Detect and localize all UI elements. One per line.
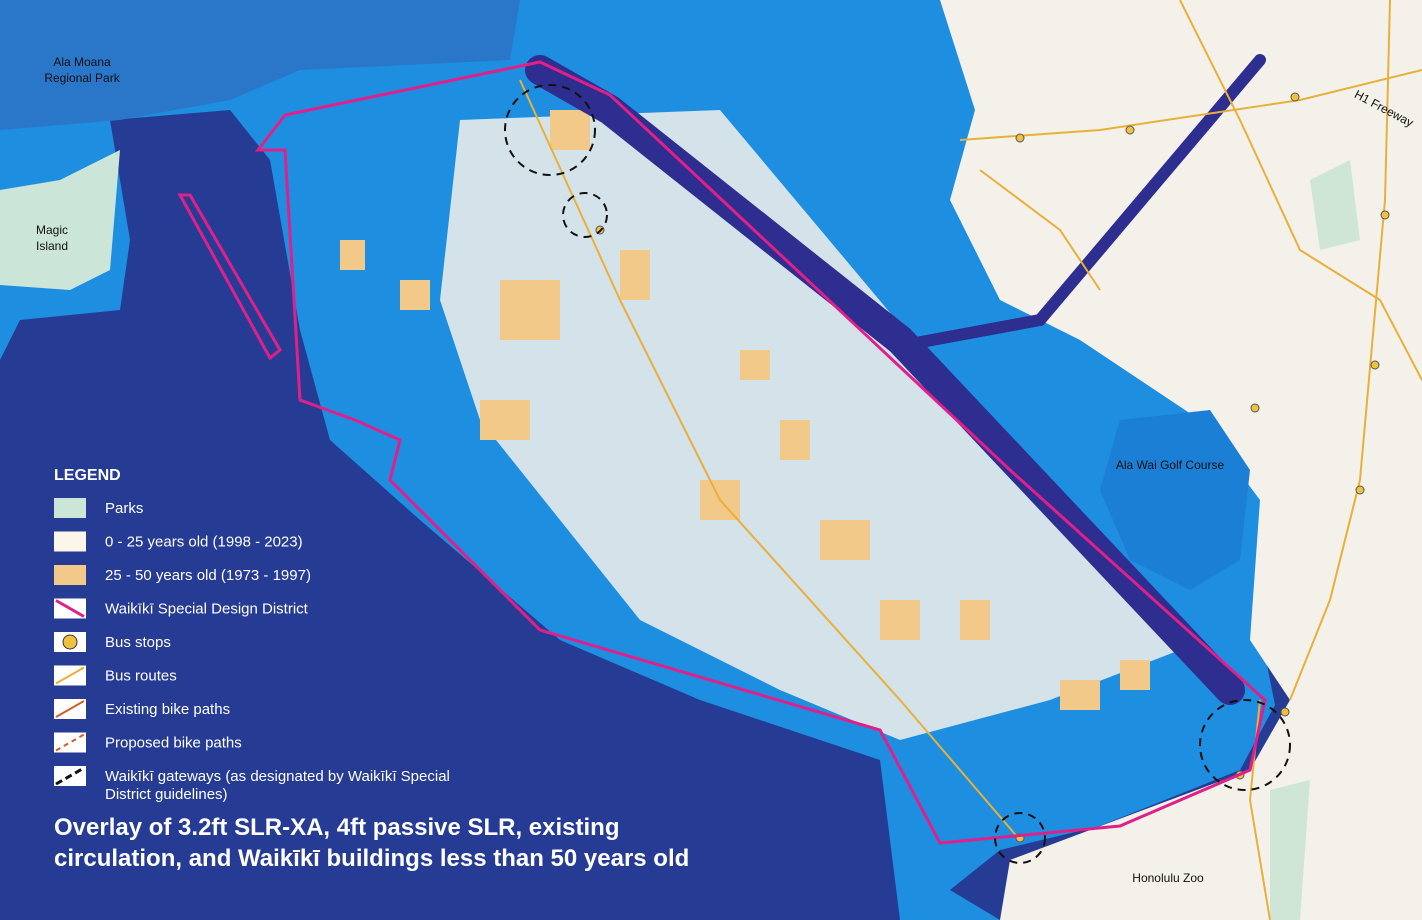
building — [820, 520, 870, 560]
swatch — [54, 732, 86, 753]
legend-item: Proposed bike paths — [54, 732, 242, 753]
legend-item: 0 - 25 years old (1998 - 2023) — [54, 531, 303, 552]
building — [550, 110, 590, 150]
park — [1310, 160, 1360, 250]
swatch — [54, 531, 86, 552]
swatch-line — [55, 599, 85, 618]
gateway — [1199, 699, 1291, 791]
map-label: Magic — [36, 223, 68, 237]
swatch — [54, 498, 86, 518]
golf-course — [1100, 410, 1250, 590]
gateway — [562, 192, 608, 238]
map-label: Island — [36, 239, 68, 253]
map-label: Ala Moana — [53, 55, 111, 69]
legend-item: Existing bike paths — [54, 699, 230, 719]
bus-route — [1179, 0, 1422, 381]
legend-label: Bus routes — [105, 668, 177, 685]
legend-label: Existing bike paths — [105, 701, 230, 718]
building — [480, 400, 530, 440]
legend-title: LEGEND — [54, 467, 121, 484]
bus-routes — [519, 0, 1422, 920]
swatch-line — [55, 766, 85, 786]
district-boundary — [254, 60, 1267, 845]
building — [340, 240, 365, 270]
legend-item: Bus routes — [54, 665, 177, 686]
legend-label: Bus stops — [105, 634, 171, 651]
building — [1120, 660, 1150, 690]
bus-stop — [1015, 133, 1025, 143]
building — [740, 350, 770, 380]
bus-route — [1289, 0, 1391, 701]
swatch-line — [55, 700, 85, 718]
bus-route — [519, 79, 1021, 841]
map-label: Regional Park — [44, 71, 120, 85]
gateway — [994, 812, 1046, 864]
legend-label: 25 - 50 years old (1973 - 1997) — [105, 567, 311, 584]
buildings — [340, 110, 1150, 710]
legend-label: Proposed bike paths — [105, 735, 242, 752]
park — [0, 150, 120, 290]
gateways — [504, 84, 1291, 864]
legend-label: 0 - 25 years old (1998 - 2023) — [105, 534, 303, 551]
legend-label: Waikīkī gateways (as designated by Waikī… — [105, 768, 450, 785]
legend-item: Waikīkī Special Design District — [54, 598, 309, 619]
legend-item: Waikīkī gateways (as designated by Waikī… — [54, 766, 450, 803]
legend-item: 25 - 50 years old (1973 - 1997) — [54, 565, 311, 585]
caption: circulation, and Waikīkī buildings less … — [54, 845, 689, 872]
caption: Overlay of 3.2ft SLR-XA, 4ft passive SLR… — [54, 814, 620, 841]
bus-stop — [1355, 485, 1365, 495]
legend-item: Parks — [54, 498, 143, 518]
legend-label: Parks — [105, 500, 143, 517]
building — [780, 420, 810, 460]
building — [1060, 680, 1100, 710]
bus-stop — [1290, 92, 1300, 102]
canal-branch — [899, 54, 1266, 351]
building — [400, 280, 430, 310]
gateway — [504, 84, 596, 176]
building — [880, 600, 920, 640]
ala-wai-canal — [525, 55, 1245, 705]
canal — [525, 54, 1266, 705]
swatch-dot — [62, 634, 78, 650]
park — [1270, 780, 1310, 920]
swatch-line — [55, 666, 85, 685]
map-label: Honolulu Zoo — [1132, 871, 1204, 885]
building — [500, 280, 560, 340]
legend-label: Waikīkī Special Design District — [105, 601, 309, 618]
building — [620, 250, 650, 300]
bus-stop — [1250, 403, 1260, 413]
legend-item: Bus stops — [54, 632, 171, 652]
bus-route — [959, 69, 1422, 141]
bus-stop — [1370, 360, 1380, 370]
district-boundary — [177, 193, 282, 361]
map-label: Ala Wai Golf Course — [1116, 458, 1225, 472]
flood-deep — [0, 0, 520, 130]
bus-stop — [1280, 707, 1290, 717]
bus-route — [979, 169, 1101, 291]
building — [960, 600, 990, 640]
swatch — [54, 565, 86, 585]
legend-label: District guidelines) — [105, 786, 228, 803]
bus-stop — [1125, 125, 1135, 135]
bus-stop — [1380, 210, 1390, 220]
